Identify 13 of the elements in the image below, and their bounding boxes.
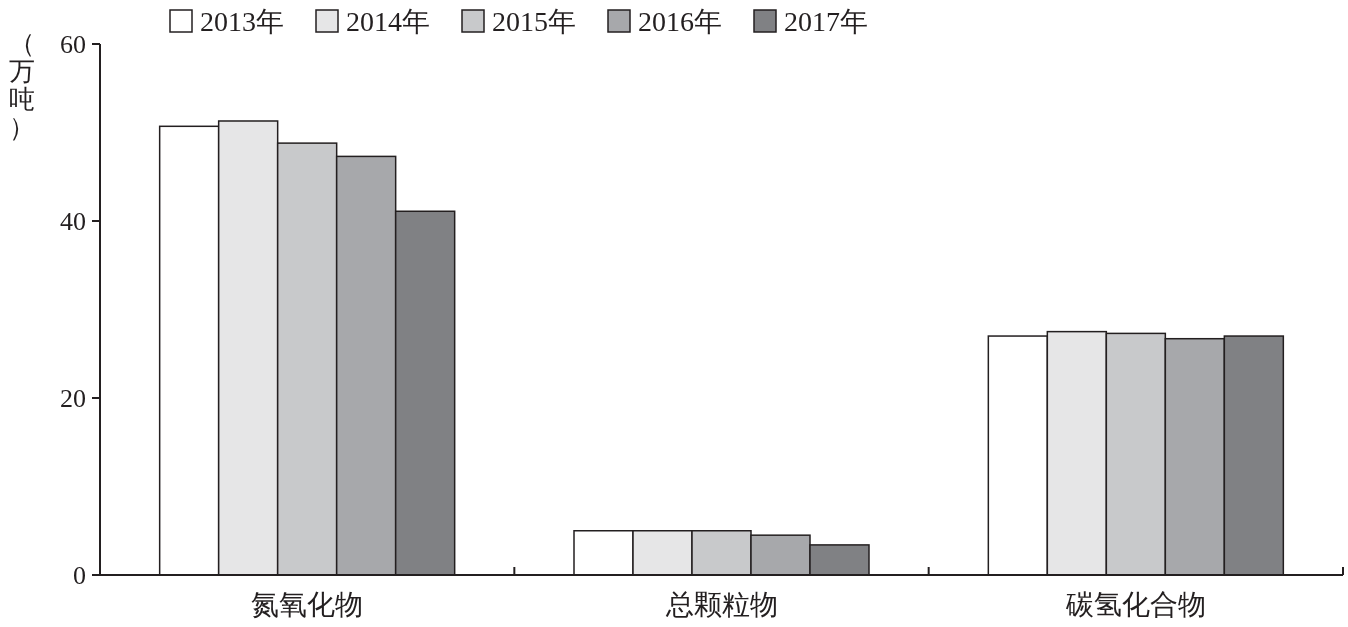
- y-axis-title: （万吨）: [9, 29, 35, 142]
- y-tick-label: 0: [73, 561, 86, 590]
- legend-label: 2017年: [784, 6, 868, 37]
- legend-label: 2013年: [200, 6, 284, 37]
- x-tick-label: 碳氢化合物: [1064, 589, 1206, 620]
- y-tick-label: 40: [60, 207, 86, 236]
- legend-label: 2015年: [492, 6, 576, 37]
- x-tick-label: 氮氧化物: [251, 589, 364, 620]
- y-tick-label: 60: [60, 30, 86, 59]
- y-tick-label: 20: [60, 384, 86, 413]
- x-tick-label: 总颗粒物: [664, 589, 778, 620]
- legend-label: 2014年: [346, 6, 430, 37]
- legend-label: 2016年: [638, 6, 722, 37]
